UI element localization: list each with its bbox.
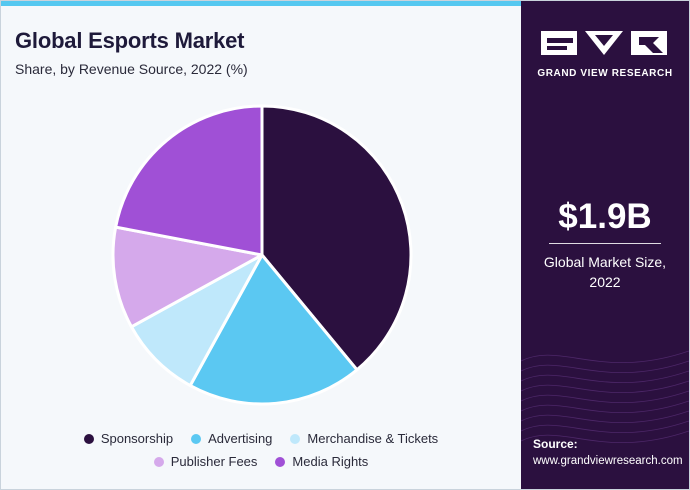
legend-swatch-merchandise-tickets	[290, 433, 301, 444]
divider	[549, 243, 661, 244]
legend-item-media-rights: Media Rights	[275, 454, 368, 469]
legend-item-publisher-fees: Publisher Fees	[153, 454, 258, 469]
market-size-value: $1.9B	[558, 197, 652, 236]
chart-title: Global Esports Market	[15, 28, 245, 53]
legend-item-merchandise-tickets: Merchandise & Tickets	[290, 431, 438, 446]
legend-row-1: Sponsorship Advertising Merchandise & Ti…	[1, 431, 521, 446]
legend-item-advertising: Advertising	[191, 431, 272, 446]
brand-name: GRAND VIEW RESEARCH	[537, 68, 673, 79]
source-url: www.grandviewresearch.com	[533, 455, 683, 467]
accent-bar	[1, 1, 521, 6]
legend-item-sponsorship: Sponsorship	[83, 431, 174, 446]
legend-row-2: Publisher Fees Media Rights	[1, 454, 521, 469]
pie-slice-merchandise-tickets	[129, 253, 264, 388]
market-size-label-line-2: 2022	[589, 274, 621, 290]
chart-panel: Global Esports Market Share, by Revenue …	[1, 1, 521, 489]
source-label: Source:	[533, 437, 578, 451]
legend-label-merchandise-tickets: Merchandise & Tickets	[307, 431, 439, 446]
market-size-label: Global Market Size, 2022	[521, 252, 689, 292]
legend-swatch-publisher-fees	[153, 456, 164, 467]
wave-pattern	[521, 350, 689, 444]
chart-subtitle: Share, by Revenue Source, 2022 (%)	[15, 61, 248, 77]
pie-slice-advertising	[188, 253, 359, 406]
pie-slice-publisher-fees	[111, 225, 264, 329]
legend-swatch-advertising	[191, 433, 202, 444]
grand-view-research-logo	[541, 31, 667, 55]
pie-slice-media-rights	[114, 104, 264, 257]
legend-label-sponsorship: Sponsorship	[100, 431, 174, 446]
sidebar-panel: GRAND VIEW RESEARCH $1.9B Global Market …	[521, 1, 689, 489]
pie-chart	[111, 104, 413, 406]
pie-slice-sponsorship	[260, 104, 413, 372]
market-size-label-line-1: Global Market Size,	[543, 254, 667, 270]
legend-label-advertising: Advertising	[208, 431, 273, 446]
legend-swatch-sponsorship	[83, 433, 94, 444]
legend-swatch-media-rights	[275, 456, 286, 467]
legend-label-publisher-fees: Publisher Fees	[170, 454, 258, 469]
legend-label-media-rights: Media Rights	[292, 454, 369, 469]
